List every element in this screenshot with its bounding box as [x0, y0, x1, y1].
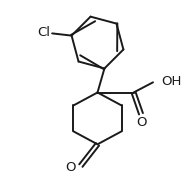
- Text: O: O: [66, 161, 76, 174]
- Text: OH: OH: [161, 75, 182, 88]
- Text: O: O: [137, 116, 147, 129]
- Text: Cl: Cl: [37, 26, 50, 39]
